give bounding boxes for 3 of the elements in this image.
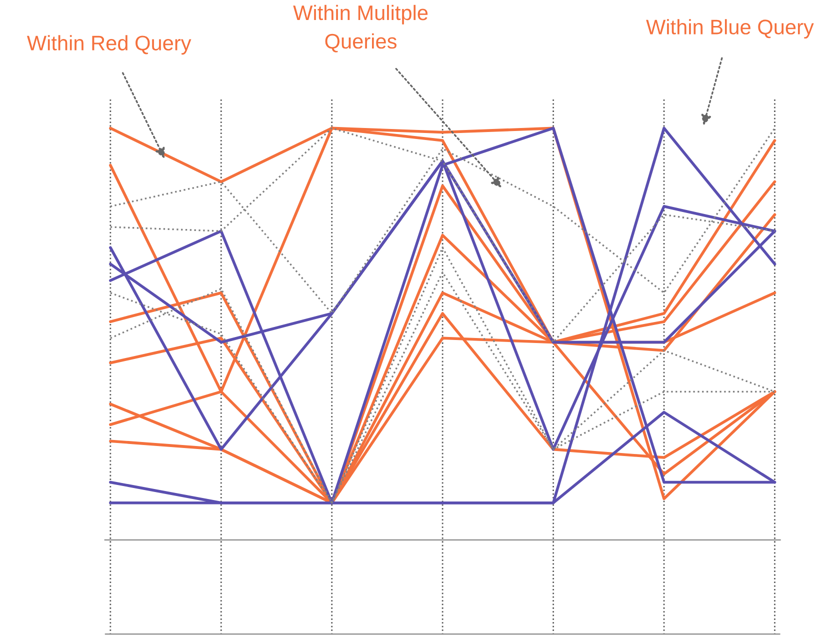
- text: Within Mulitple Queries: [293, 4, 428, 52]
- text: Within Red Query: [26, 35, 192, 55]
- text: Within Blue Query: [646, 19, 814, 39]
